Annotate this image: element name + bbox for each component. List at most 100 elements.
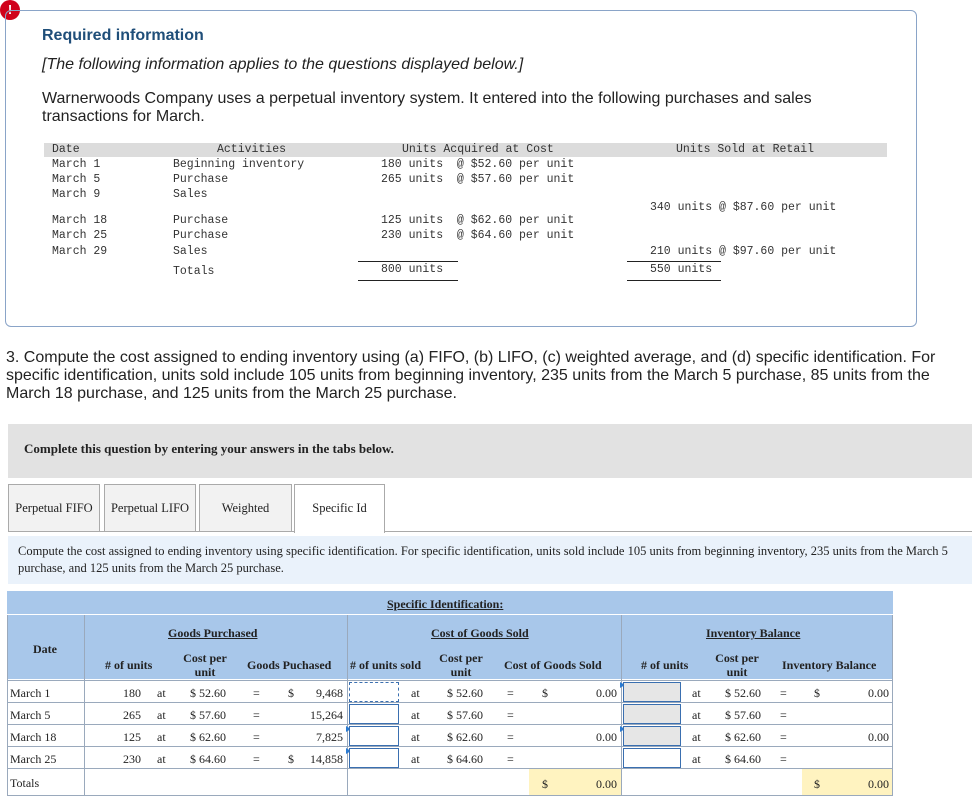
units-sold-input[interactable] — [349, 748, 399, 768]
equals-sign: = — [253, 686, 260, 700]
purchased-units: 125 — [123, 730, 141, 744]
at-label: at — [157, 686, 166, 700]
dollar-sign: $ — [542, 686, 548, 700]
sold-cost-per-unit: $ 52.60 — [447, 686, 483, 700]
required-info-title: Required information — [42, 27, 204, 44]
purchase-cost-per-unit: $ 57.60 — [190, 708, 226, 722]
purchased-units: 230 — [123, 752, 141, 766]
equals-sign: = — [507, 752, 514, 766]
group-goods-purchased: Goods Purchased — [168, 626, 258, 640]
row-activity: Purchase — [173, 229, 229, 242]
at-label: at — [692, 708, 701, 722]
cogs-total-value: 0.00 — [596, 777, 617, 791]
dollar-sign: $ — [814, 686, 820, 700]
header-goods-purchased: Goods Puchased — [247, 658, 332, 672]
purchased-units: 180 — [123, 686, 141, 700]
worksheet-title: Specific Identification: — [387, 597, 504, 611]
totals-sold: 550 units — [650, 263, 713, 276]
dollar-sign: $ — [814, 777, 820, 791]
instruction-bar: Compute the cost assigned to ending inve… — [8, 536, 972, 584]
equals-sign: = — [253, 730, 260, 744]
equals-sign: = — [507, 730, 514, 744]
worksheet-header — [7, 615, 893, 679]
input-marker-icon — [346, 726, 351, 732]
grid-line — [7, 680, 893, 681]
tab-perpetual-fifo[interactable]: Perpetual FIFO — [8, 484, 100, 532]
header-cost-per-unit: Cost per unit — [439, 651, 483, 679]
units-sold-input[interactable] — [349, 704, 399, 724]
complete-prompt: Complete this question by entering your … — [24, 441, 394, 456]
inventory-value: 0.00 — [868, 730, 889, 744]
group-cost-of-goods-sold: Cost of Goods Sold — [431, 626, 529, 640]
inventory-total-cell — [802, 769, 892, 795]
row-date: March 18 — [10, 730, 57, 744]
at-label: at — [157, 752, 166, 766]
cogs-value: 0.00 — [596, 730, 617, 744]
row-date: March 5 — [52, 173, 101, 186]
inventory-value: 0.00 — [868, 686, 889, 700]
tab-weighted-average[interactable]: Weighted Average — [199, 484, 292, 561]
group-inventory-balance: Inventory Balance — [706, 626, 801, 640]
header-units-acquired: Units Acquired at Cost — [402, 143, 554, 156]
inventory-cost-per-unit: $ 57.60 — [725, 708, 761, 722]
equals-sign: = — [780, 752, 787, 766]
tab-baseline — [8, 531, 972, 532]
sold-total-underline — [627, 280, 721, 281]
question-text: 3. Compute the cost assigned to ending i… — [6, 349, 936, 402]
header-cost-per-unit: Cost per unit — [715, 651, 759, 679]
purchase-cost-per-unit: $ 62.60 — [190, 730, 226, 744]
header-inv-units: # of units — [641, 658, 689, 672]
goods-purchased-value: 7,825 — [316, 730, 343, 744]
purchased-units: 265 — [123, 708, 141, 722]
goods-purchased-value: 15,264 — [310, 708, 343, 722]
row-activity: Purchase — [173, 173, 229, 186]
header-activities: Activities — [217, 143, 287, 156]
worksheet-title-row — [7, 591, 893, 614]
transactions-header-row — [44, 143, 887, 157]
sold-cost-per-unit: $ 57.60 — [447, 708, 483, 722]
grid-line — [7, 768, 893, 769]
row-date: March 9 — [52, 188, 101, 201]
units-sold-input[interactable] — [349, 726, 399, 746]
inventory-total-value: 0.00 — [868, 777, 889, 791]
at-label: at — [157, 730, 166, 744]
goods-purchased-value: 14,858 — [310, 752, 343, 766]
inventory-units-input[interactable] — [623, 748, 681, 768]
inventory-cost-per-unit: $ 62.60 — [725, 730, 761, 744]
inventory-units-input[interactable] — [623, 704, 681, 724]
units-sold-input[interactable] — [349, 682, 399, 702]
row-sold: 210 units @ $97.60 per unit — [650, 245, 837, 258]
grid-line — [7, 724, 893, 725]
inventory-units-input[interactable] — [623, 726, 681, 746]
header-units: # of units — [105, 658, 153, 672]
goods-purchased-value: 9,468 — [316, 686, 343, 700]
inventory-units-input[interactable] — [623, 682, 681, 702]
at-label: at — [411, 708, 420, 722]
equals-sign: = — [507, 686, 514, 700]
required-info-subtitle: [The following information applies to th… — [42, 56, 524, 73]
at-label: at — [411, 752, 420, 766]
input-marker-icon — [346, 748, 351, 754]
row-date: March 5 — [10, 708, 51, 722]
at-label: at — [692, 730, 701, 744]
at-label: at — [411, 686, 420, 700]
instruction-text: Compute the cost assigned to ending inve… — [18, 544, 948, 575]
required-info-box — [5, 10, 917, 327]
at-label: at — [692, 752, 701, 766]
dollar-sign: $ — [288, 752, 294, 766]
tab-specific-id[interactable]: Specific Id — [294, 484, 385, 533]
header-date: Date — [33, 642, 57, 656]
equals-sign: = — [780, 686, 787, 700]
row-sold: 340 units @ $87.60 per unit — [650, 201, 837, 214]
equals-sign: = — [780, 730, 787, 744]
grid-line — [7, 702, 893, 703]
equals-sign: = — [780, 708, 787, 722]
purchase-cost-per-unit: $ 52.60 — [190, 686, 226, 700]
row-activity: Beginning inventory — [173, 158, 305, 171]
row-date: March 18 — [52, 214, 108, 227]
tab-perpetual-lifo[interactable]: Perpetual LIFO — [104, 484, 196, 532]
grid-line — [621, 615, 622, 796]
row-acquired: 180 units @ $52.60 per unit — [381, 158, 575, 171]
row-date: March 29 — [52, 245, 108, 258]
header-cogs: Cost of Goods Sold — [504, 658, 602, 672]
